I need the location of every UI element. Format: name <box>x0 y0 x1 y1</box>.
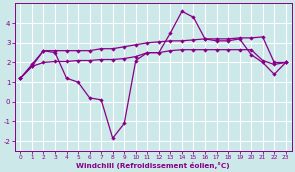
X-axis label: Windchill (Refroidissement éolien,°C): Windchill (Refroidissement éolien,°C) <box>76 162 230 169</box>
